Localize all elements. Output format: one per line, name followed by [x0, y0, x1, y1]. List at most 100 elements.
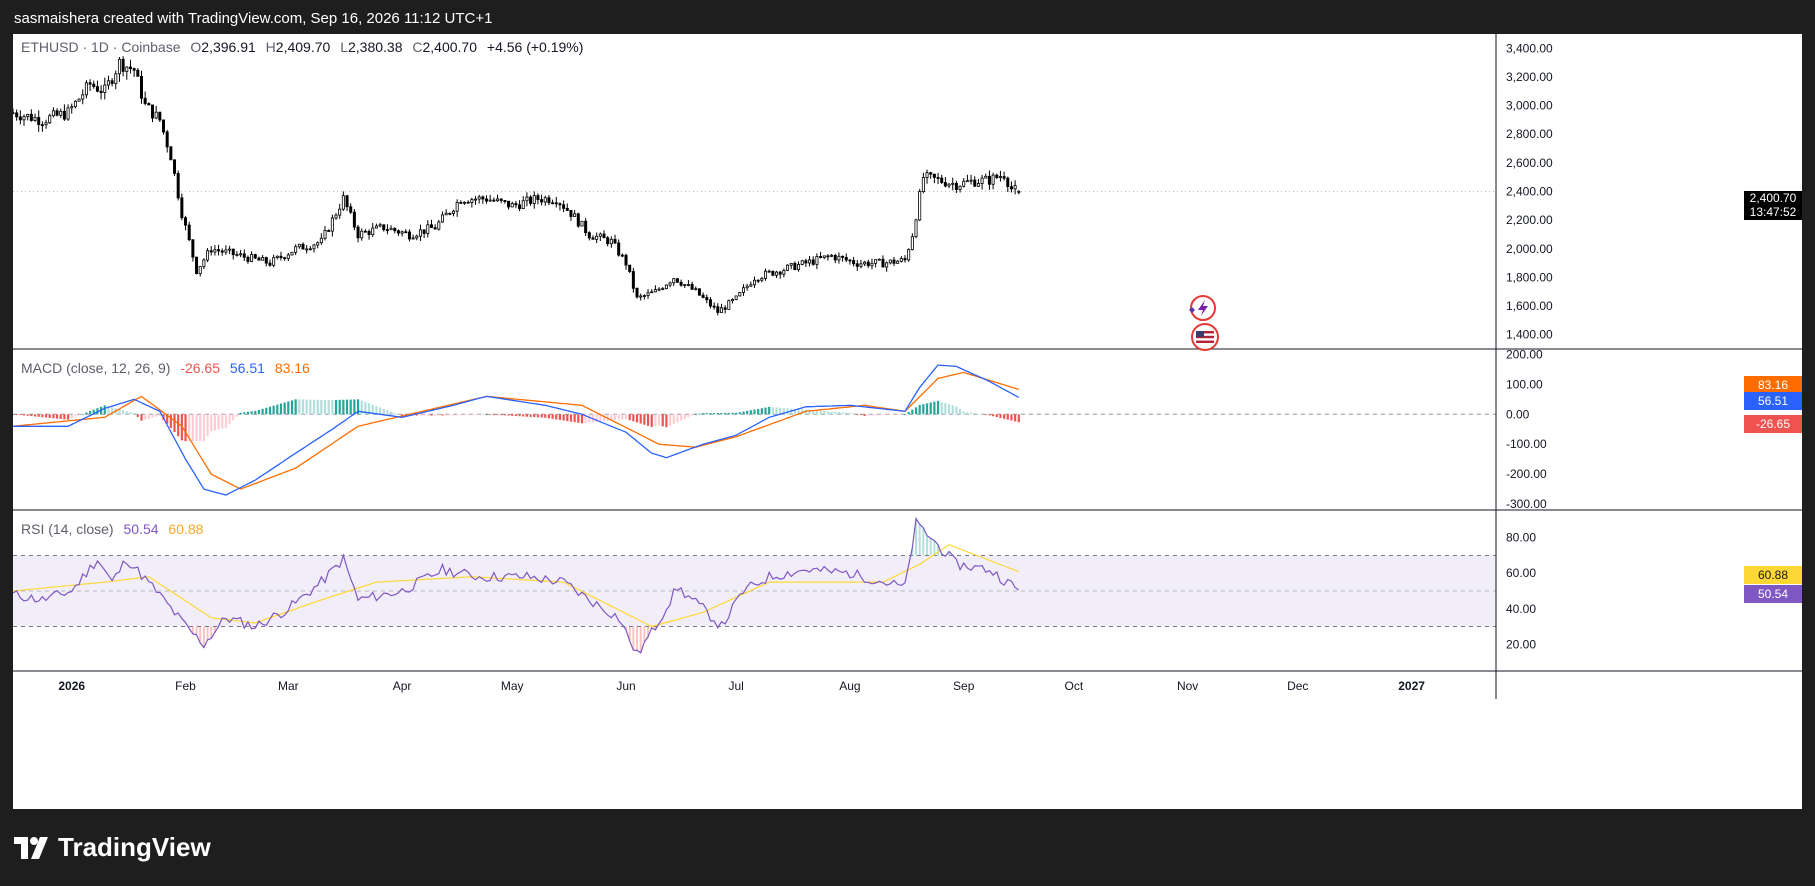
- candle-body: [286, 254, 290, 259]
- close-label: C: [412, 39, 423, 55]
- candle-body: [466, 201, 470, 204]
- macd-histogram-bar: [518, 414, 521, 417]
- macd-histogram-bar: [874, 414, 877, 416]
- candle-body: [404, 231, 408, 234]
- candle-body: [646, 292, 650, 296]
- macd-histogram-bar: [845, 412, 848, 415]
- macd-histogram-bar: [210, 414, 213, 432]
- candle-body: [741, 287, 745, 293]
- candle-body: [341, 195, 345, 210]
- macd-histogram-bar: [918, 404, 921, 415]
- macd-histogram-bar: [955, 406, 958, 415]
- candle-body: [22, 116, 26, 121]
- macd-histogram-bar: [173, 414, 176, 433]
- price-tick-label: 1,800.00: [1506, 270, 1553, 284]
- macd-histogram-bar: [298, 399, 301, 415]
- macd-histogram-bar: [599, 414, 602, 422]
- macd-histogram-bar: [522, 414, 525, 417]
- candle-body: [433, 227, 437, 230]
- candle-body: [231, 248, 235, 256]
- candle-body: [499, 198, 503, 201]
- candle-body: [110, 80, 114, 84]
- macd-histogram-bar: [683, 414, 686, 419]
- candle-body: [224, 249, 228, 253]
- macd-histogram-bar: [569, 414, 573, 422]
- macd-histogram-bar: [823, 411, 826, 415]
- macd-histogram-bar: [92, 409, 95, 415]
- us-flag-icon[interactable]: [1191, 323, 1219, 351]
- macd-histogram-bar: [595, 414, 598, 422]
- macd-histogram-bar: [1017, 414, 1020, 423]
- macd-histogram-bar: [940, 401, 943, 415]
- chart-frame[interactable]: 3,400.00 3,200.00 3,000.00 2,800.00 2,600.00…: [13, 34, 1802, 809]
- macd-line: [13, 364, 1020, 496]
- macd-histogram-bar: [878, 414, 881, 416]
- macd-histogram-bar: [746, 410, 749, 415]
- candle-body: [573, 213, 577, 217]
- macd-histogram-bar: [613, 414, 617, 421]
- candle-body: [301, 243, 305, 250]
- macd-histogram-bar: [48, 414, 51, 418]
- candle-body: [1009, 186, 1013, 190]
- candle-body: [40, 124, 44, 127]
- candle-body: [866, 261, 870, 267]
- candle-body: [319, 237, 323, 244]
- macd-histogram-bar: [834, 411, 837, 415]
- macd-histogram-bar: [441, 414, 444, 416]
- tradingview-logo[interactable]: TradingView: [14, 832, 211, 863]
- candle-body: [26, 113, 30, 117]
- chart-canvas[interactable]: 3,400.00 3,200.00 3,000.00 2,800.00 2,600.00…: [13, 34, 1802, 809]
- macd-histogram-bar: [283, 402, 286, 415]
- macd-histogram-bar: [129, 412, 132, 415]
- candle-body: [543, 197, 547, 203]
- macd-histogram-bar: [984, 414, 987, 416]
- macd-histogram-bar: [852, 413, 855, 415]
- rsi-pane-plot: [13, 516, 1496, 654]
- candle-body: [283, 257, 287, 260]
- macd-histogram-bar: [85, 412, 88, 415]
- high-label: H: [265, 39, 276, 55]
- candle-body: [55, 110, 59, 116]
- macd-histogram-bar: [492, 414, 495, 416]
- candle-body: [257, 257, 261, 261]
- candle-body: [62, 110, 66, 120]
- candle-body: [496, 198, 500, 202]
- price-tick-label: 3,000.00: [1506, 99, 1553, 113]
- macd-histogram-bar: [213, 414, 216, 431]
- candle-body: [775, 271, 779, 276]
- macd-hist-badge: -26.65: [1744, 415, 1802, 433]
- macd-histogram-bar: [907, 411, 910, 415]
- macd-histogram-bar: [133, 413, 136, 415]
- time-tick-label: Nov: [1177, 679, 1198, 693]
- candle-body: [686, 284, 690, 286]
- macd-histogram-bar: [654, 414, 657, 427]
- event-icons: [1189, 295, 1219, 351]
- macd-histogram-bar: [22, 414, 26, 416]
- macd-title[interactable]: MACD (close, 12, 26, 9): [21, 360, 171, 376]
- candle-body: [81, 94, 85, 100]
- candle-body: [525, 196, 529, 202]
- time-tick-label: Sep: [953, 679, 975, 693]
- time-tick-label: Aug: [839, 679, 860, 693]
- macd-histogram-bar: [709, 413, 712, 415]
- rsi-title[interactable]: RSI (14, close): [21, 521, 114, 537]
- candle-body: [228, 248, 232, 251]
- symbol-label[interactable]: ETHUSD · 1D · Coinbase: [21, 39, 181, 55]
- macd-histogram-bar: [481, 414, 484, 416]
- macd-histogram-bar: [702, 413, 705, 415]
- candle-body: [767, 270, 771, 273]
- candle-body: [485, 198, 489, 202]
- macd-histogram-bar: [793, 408, 796, 415]
- macd-histogram-bar: [558, 414, 562, 420]
- macd-histogram-bar: [437, 414, 440, 416]
- candle-body: [903, 258, 907, 261]
- macd-histogram-bar: [782, 408, 785, 415]
- candle-body: [984, 175, 988, 179]
- chart-credit: sasmaishera created with TradingView.com…: [14, 10, 493, 27]
- macd-histogram-bar: [536, 414, 540, 418]
- candle-body: [128, 66, 132, 70]
- candle-body: [540, 199, 544, 203]
- macd-histogram-bar: [463, 414, 466, 416]
- lightning-event-icon[interactable]: [1189, 295, 1216, 321]
- candle-body: [708, 299, 712, 307]
